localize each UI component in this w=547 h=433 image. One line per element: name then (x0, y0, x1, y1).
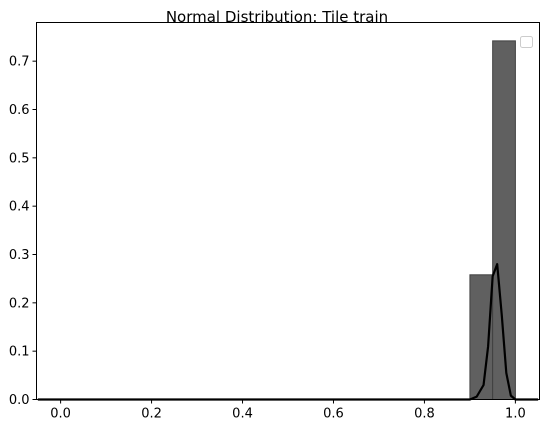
y-tick-label: 0.6 (9, 103, 30, 118)
x-axis: 0.0 0.2 0.4 0.6 0.8 1.0 (50, 399, 526, 422)
y-tick-label: 0.4 (9, 200, 30, 215)
plot-area (37, 40, 539, 401)
y-tick-label: 0.5 (9, 151, 30, 166)
pdf-curve (37, 263, 539, 401)
legend-box (520, 36, 533, 48)
chart-title: Normal Distribution: Tile train (166, 8, 388, 26)
x-tick-label: 0.6 (323, 407, 344, 422)
x-tick-label: 0.2 (141, 407, 162, 422)
plot-frame (36, 22, 540, 400)
y-tick-label: 0.1 (9, 345, 30, 360)
x-tick-label: 1.0 (505, 407, 526, 422)
x-tick-label: 0.0 (50, 407, 71, 422)
x-tick-label: 0.4 (232, 407, 253, 422)
x-tick-label: 0.8 (414, 407, 435, 422)
y-tick-label: 0.3 (9, 248, 30, 263)
y-tick-label: 0.2 (9, 296, 30, 311)
y-tick-label: 0.0 (9, 393, 30, 408)
y-tick-label: 0.7 (9, 55, 30, 70)
y-axis: 0.0 0.1 0.2 0.3 0.4 0.5 0.6 0.7 (9, 55, 37, 408)
